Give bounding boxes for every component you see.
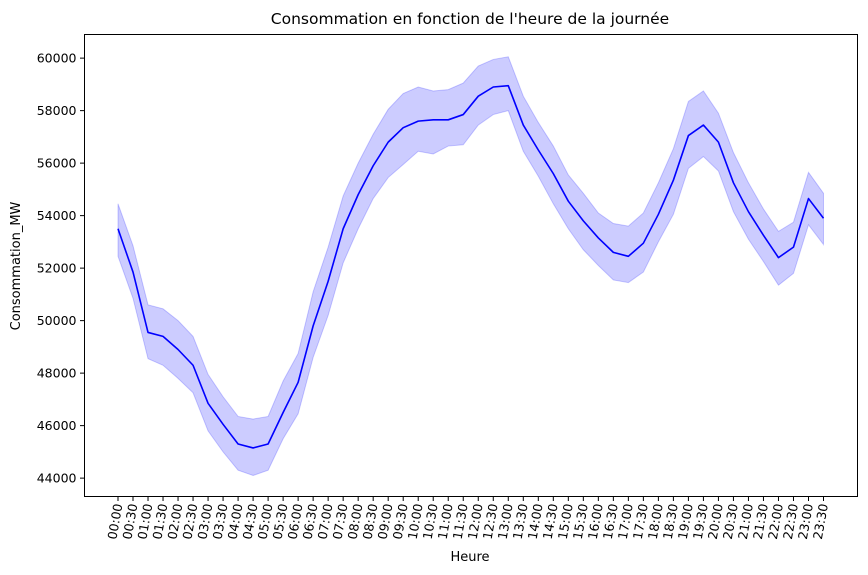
- x-tick-label: 10:00: [405, 502, 426, 540]
- x-tick-label: 13:30: [510, 502, 531, 540]
- x-tick-label: 15:00: [555, 502, 576, 540]
- x-tick-label: 16:00: [585, 502, 606, 540]
- x-tick-label: 21:30: [750, 502, 771, 540]
- x-tick-label: 18:30: [660, 502, 681, 540]
- x-tick-label: 09:30: [390, 502, 411, 540]
- y-axis: 44000 46000 48000 50000 52000 54000 56000 58000…: [37, 51, 85, 486]
- x-tick-label: 22:00: [765, 502, 786, 540]
- x-tick-label: 04:00: [225, 502, 246, 540]
- y-tick-label: 60000: [37, 51, 77, 66]
- series-line: [117, 84, 825, 449]
- x-tick-label: 18:00: [645, 502, 666, 540]
- x-tick-label: 12:00: [465, 502, 486, 540]
- x-tick-label: 17:30: [630, 502, 651, 540]
- x-tick-label: 07:00: [315, 502, 336, 540]
- x-axis: 00:0000:3001:0001:3002:0002:3003:0003:30…: [104, 496, 831, 541]
- x-tick-label: 02:00: [164, 502, 185, 540]
- x-tick-label: 05:30: [270, 502, 291, 540]
- x-tick-label: 11:00: [435, 502, 456, 540]
- x-tick-label: 06:00: [285, 502, 306, 540]
- x-tick-label: 13:00: [495, 502, 516, 540]
- x-tick-label: 14:30: [540, 502, 561, 540]
- x-tick-label: 15:30: [570, 502, 591, 540]
- x-tick-label: 23:00: [795, 502, 816, 540]
- plot-area: [117, 56, 825, 477]
- x-tick-label: 01:30: [149, 502, 170, 540]
- x-tick-label: 23:30: [810, 502, 831, 540]
- y-tick-label: 56000: [37, 156, 77, 171]
- x-tick-label: 08:00: [345, 502, 366, 540]
- x-tick-label: 06:30: [300, 502, 321, 540]
- x-tick-label: 11:30: [450, 502, 471, 540]
- y-tick-label: 48000: [37, 366, 77, 381]
- plot-frame: [84, 34, 858, 497]
- x-tick-label: 17:00: [615, 502, 636, 540]
- x-tick-label: 03:30: [209, 502, 230, 540]
- chart-title: Consommation en fonction de l'heure de l…: [271, 10, 669, 28]
- confidence-band: [117, 56, 824, 477]
- y-tick-label: 44000: [37, 471, 77, 486]
- y-tick-label: 54000: [37, 208, 77, 223]
- x-tick-label: 16:30: [600, 502, 621, 540]
- y-tick-label: 46000: [37, 418, 77, 433]
- x-tick-label: 09:00: [375, 502, 396, 540]
- x-tick-label: 20:00: [705, 502, 726, 540]
- x-tick-label: 12:30: [480, 502, 501, 540]
- x-axis-label: Heure: [450, 550, 489, 565]
- x-tick-label: 22:30: [780, 502, 801, 540]
- x-tick-label: 00:00: [104, 502, 125, 540]
- x-tick-label: 21:00: [735, 502, 756, 540]
- x-tick-label: 20:30: [720, 502, 741, 540]
- x-tick-label: 02:30: [179, 502, 200, 540]
- x-tick-label: 05:00: [255, 502, 276, 540]
- x-tick-label: 19:30: [690, 502, 711, 540]
- x-tick-label: 07:30: [330, 502, 351, 540]
- x-tick-label: 03:00: [194, 502, 215, 540]
- y-tick-label: 58000: [37, 103, 77, 118]
- x-tick-label: 19:00: [675, 502, 696, 540]
- x-tick-label: 00:30: [119, 502, 140, 540]
- x-tick-label: 10:30: [420, 502, 441, 540]
- x-tick-label: 14:00: [525, 502, 546, 540]
- y-tick-label: 50000: [37, 313, 77, 328]
- x-tick-label: 01:00: [134, 502, 155, 540]
- y-tick-label: 52000: [37, 261, 77, 276]
- x-tick-label: 04:30: [240, 502, 261, 540]
- y-axis-label: Consommation_MW: [9, 201, 24, 330]
- x-tick-label: 08:30: [360, 502, 381, 540]
